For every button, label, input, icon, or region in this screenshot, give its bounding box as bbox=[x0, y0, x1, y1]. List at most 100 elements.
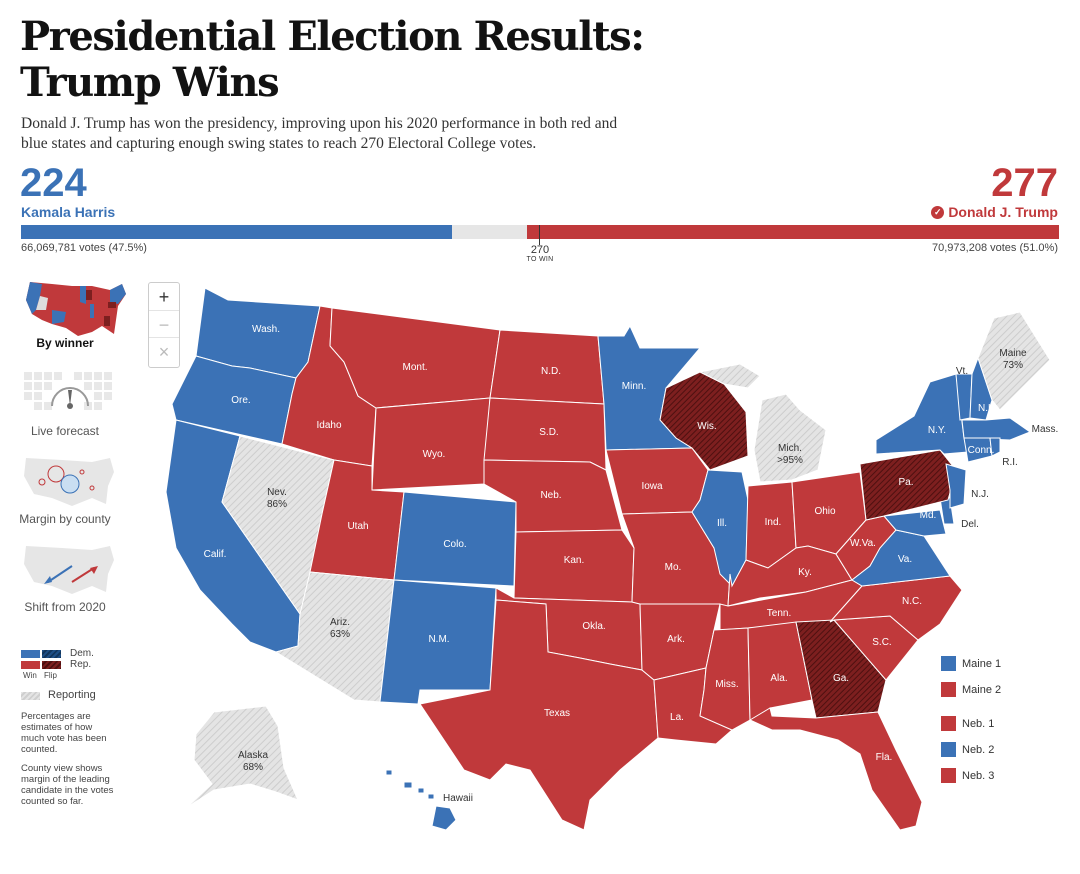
winner-check-icon: ✓ bbox=[931, 205, 945, 219]
label-nm: N.M. bbox=[428, 634, 449, 645]
district-item: Neb. 2 bbox=[941, 742, 994, 757]
label-utah: Utah bbox=[347, 521, 368, 532]
label-ohio: Ohio bbox=[814, 506, 836, 517]
label-sc: S.C. bbox=[872, 637, 891, 648]
label-mass: Mass. bbox=[1032, 424, 1059, 435]
label-ariz-pct: 63% bbox=[330, 629, 350, 640]
state-new-york bbox=[875, 373, 969, 455]
state-alaska bbox=[185, 705, 299, 809]
legend-note-county: County view shows margin of the leading … bbox=[21, 763, 114, 807]
state-kansas bbox=[513, 529, 635, 603]
state-michigan-lower bbox=[753, 393, 827, 483]
forecast-gauge-icon bbox=[24, 372, 112, 410]
dem-candidate-name: Kamala Harris bbox=[21, 204, 116, 220]
label-ky: Ky. bbox=[798, 567, 812, 578]
state-new-hampshire bbox=[969, 356, 993, 421]
label-ga: Ga. bbox=[833, 673, 849, 684]
label-ariz: Ariz. bbox=[330, 617, 350, 628]
label-neb: Neb. bbox=[540, 490, 561, 501]
zoom-in-button[interactable]: + bbox=[158, 287, 170, 307]
label-nj: N.J. bbox=[971, 489, 989, 500]
legend-dem-label: Dem. bbox=[70, 648, 94, 659]
to-win-number: 270 bbox=[530, 244, 550, 256]
bubble-map-icon bbox=[24, 458, 114, 506]
label-sd: S.D. bbox=[539, 427, 558, 438]
rep-electoral-votes: 277 bbox=[991, 161, 1058, 205]
label-nev: Nev. bbox=[267, 487, 287, 498]
label-calif: Calif. bbox=[204, 549, 227, 560]
legend-rep-win-swatch bbox=[21, 661, 40, 669]
title-line-1: Presidential Election Results: bbox=[20, 13, 645, 60]
label-maine: Maine bbox=[999, 348, 1027, 359]
state-rhode-island bbox=[989, 437, 1001, 457]
label-mont: Mont. bbox=[402, 362, 427, 373]
rep-bar-fill bbox=[526, 225, 1059, 239]
title-line-2: Trump Wins bbox=[20, 59, 280, 106]
us-map-thumbnail-icon bbox=[26, 282, 126, 336]
view-shift-from-2020-label: Shift from 2020 bbox=[24, 600, 106, 614]
label-iowa: Iowa bbox=[641, 481, 663, 492]
label-tenn: Tenn. bbox=[767, 608, 791, 619]
legend-dem-win-swatch bbox=[21, 650, 40, 658]
zoom-out-button[interactable]: − bbox=[149, 310, 179, 339]
label-wis: Wis. bbox=[697, 421, 716, 432]
label-nh: N.H. bbox=[978, 403, 998, 414]
state-new-jersey bbox=[945, 463, 967, 509]
label-wash: Wash. bbox=[252, 324, 280, 335]
district-swatch bbox=[941, 742, 956, 757]
zoom-reset-button[interactable]: × bbox=[149, 337, 179, 366]
label-ala: Ala. bbox=[770, 673, 787, 684]
label-hawaii: Hawaii bbox=[443, 793, 473, 804]
label-md: Md. bbox=[920, 510, 937, 521]
label-ore: Ore. bbox=[231, 395, 250, 406]
state-wyoming bbox=[371, 397, 491, 491]
dem-electoral-votes: 224 bbox=[20, 161, 87, 205]
label-del: Del. bbox=[961, 519, 979, 530]
label-vt: Vt. bbox=[956, 366, 968, 377]
label-ny: N.Y. bbox=[928, 425, 946, 436]
label-kan: Kan. bbox=[564, 555, 585, 566]
page-title: Presidential Election Results: Trump Win… bbox=[20, 14, 720, 106]
district-label: Neb. 3 bbox=[962, 769, 995, 782]
state-illinois bbox=[691, 469, 749, 587]
label-mich-pct: >95% bbox=[777, 455, 803, 466]
label-nev-pct: 86% bbox=[267, 499, 287, 510]
rep-candidate: ✓ Donald J. Trump bbox=[931, 204, 1058, 220]
district-item: Neb. 1 bbox=[941, 716, 994, 731]
district-item: Maine 1 bbox=[941, 656, 1001, 671]
state-maine bbox=[977, 311, 1051, 411]
state-massachusetts bbox=[961, 417, 1032, 441]
state-labels: Wash. Ore. Calif. Idaho Nev. 86% Utah Ar… bbox=[204, 324, 1059, 804]
legend-rep-label: Rep. bbox=[70, 659, 92, 670]
label-conn: Conn. bbox=[968, 445, 995, 456]
legend-reporting-swatch bbox=[21, 692, 40, 700]
label-maine-pct: 73% bbox=[1003, 360, 1023, 371]
legend-flip-label: Flip bbox=[44, 671, 57, 680]
state-texas bbox=[419, 599, 659, 831]
label-fla: Fla. bbox=[876, 752, 893, 763]
dem-bar-fill bbox=[21, 225, 452, 239]
label-texas: Texas bbox=[544, 708, 570, 719]
label-minn: Minn. bbox=[622, 381, 646, 392]
district-item: Maine 2 bbox=[941, 682, 1001, 697]
rep-candidate-name: Donald J. Trump bbox=[948, 204, 1058, 220]
zoom-controls: + − × bbox=[148, 282, 180, 368]
district-label: Maine 1 bbox=[962, 657, 1002, 670]
summary-text: Donald J. Trump has won the presidency, … bbox=[21, 115, 618, 152]
view-margin-by-county-label: Margin by county bbox=[19, 512, 111, 526]
shift-arrows-map-icon bbox=[24, 546, 114, 594]
district-swatch bbox=[941, 768, 956, 783]
label-nd: N.D. bbox=[541, 366, 561, 377]
label-nc: N.C. bbox=[902, 596, 922, 607]
label-ri: R.I. bbox=[1002, 457, 1018, 468]
district-label: Neb. 1 bbox=[962, 717, 995, 730]
state-florida bbox=[748, 707, 923, 831]
label-okla: Okla. bbox=[582, 621, 605, 632]
label-miss: Miss. bbox=[715, 679, 738, 690]
label-va: Va. bbox=[898, 554, 912, 565]
electoral-vote-bar bbox=[21, 225, 1059, 245]
label-la: La. bbox=[670, 712, 684, 723]
label-colo: Colo. bbox=[443, 539, 466, 550]
label-alaska-pct: 68% bbox=[243, 762, 263, 773]
